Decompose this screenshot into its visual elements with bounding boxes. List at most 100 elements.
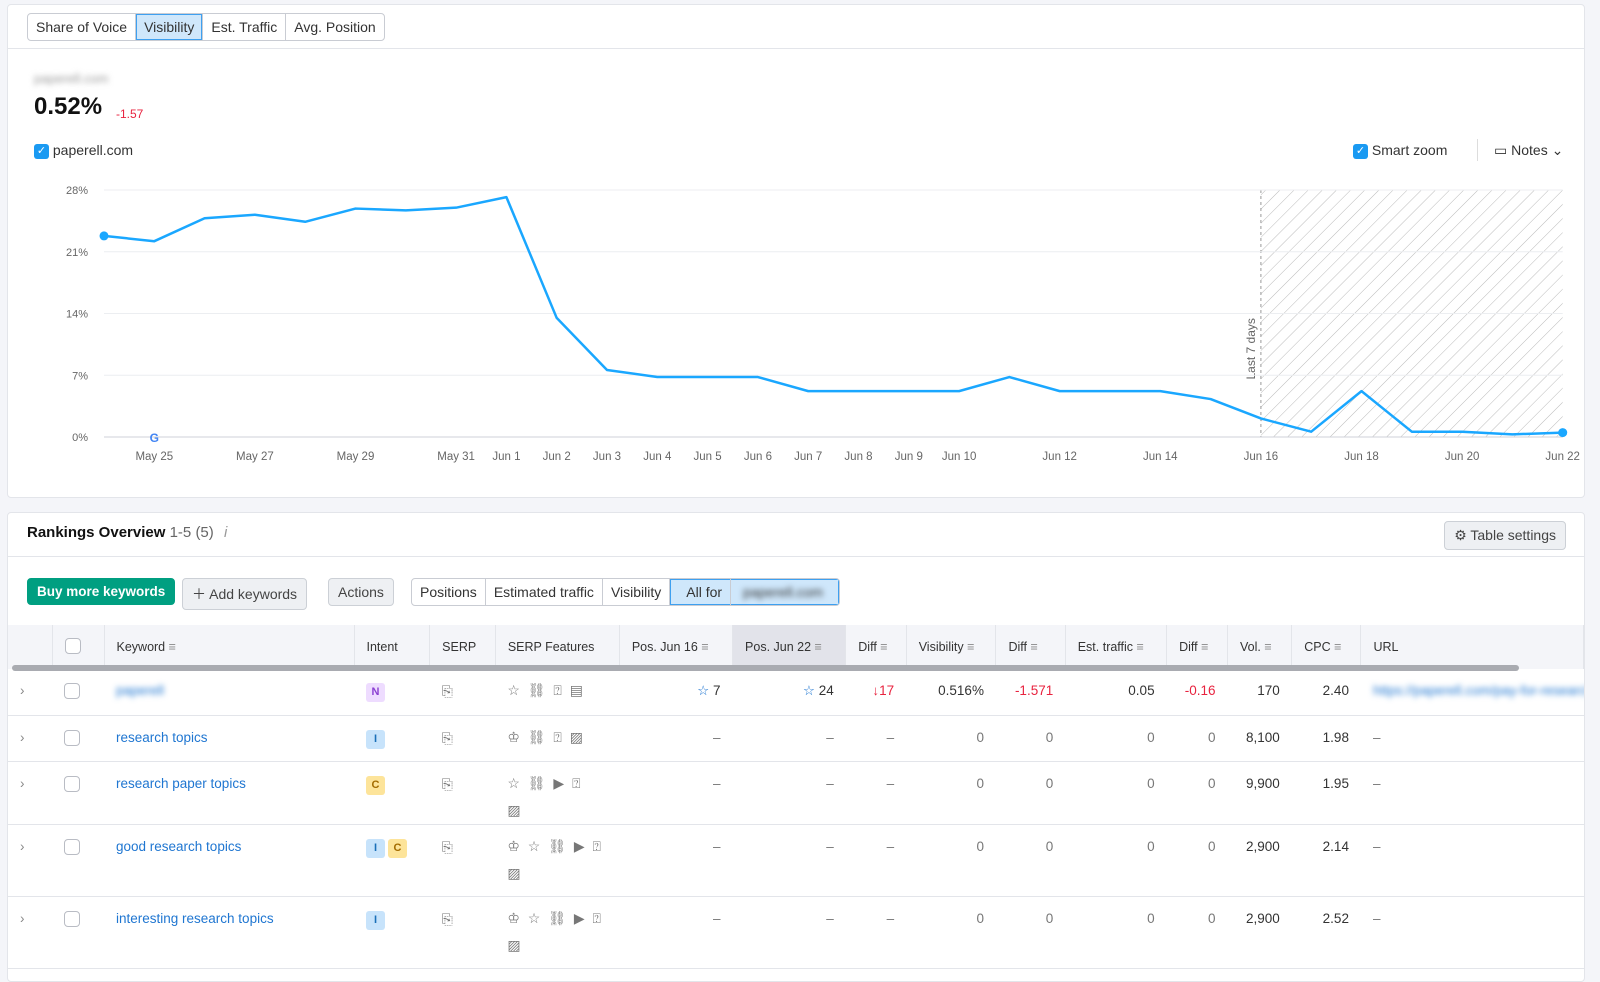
select-all-checkbox[interactable] xyxy=(64,637,81,654)
add-keywords-button[interactable]: ＋ Add keywords xyxy=(182,578,308,610)
row-checkbox[interactable] xyxy=(64,683,80,699)
row-checkbox-cell xyxy=(52,896,104,969)
rankings-card: Rankings Overview 1-5 (5) i ⚙ Table sett… xyxy=(7,512,1585,982)
serp-preview-icon[interactable]: ⎘ xyxy=(441,775,453,792)
info-icon[interactable]: i xyxy=(223,524,228,541)
sort-icon[interactable]: ≡ xyxy=(168,640,176,654)
tab-share-of-voice[interactable]: Share of Voice xyxy=(28,14,137,40)
serp-features-icons: ♔ ☆ ⛓ ▶ ⍰ ▨ xyxy=(507,837,603,881)
row-checkbox[interactable] xyxy=(64,729,80,746)
x-tick-label: Jun 6 xyxy=(744,451,772,463)
column-header[interactable]: Vol. ≡ xyxy=(1227,625,1293,669)
tab-all-for[interactable]: All for paperell.com xyxy=(670,579,840,605)
pos-jun16: – xyxy=(713,729,721,745)
checkbox-checked-icon[interactable]: ✓ xyxy=(34,143,49,159)
visibility-diff: -1.571 xyxy=(995,669,1066,716)
column-header[interactable]: Keyword ≡ xyxy=(104,625,355,669)
sort-icon[interactable]: ≡ xyxy=(1264,640,1272,654)
pos-jun22-cell: – xyxy=(732,761,846,825)
y-tick-label: 28% xyxy=(66,185,88,197)
column-header[interactable]: Visibility ≡ xyxy=(906,625,997,669)
y-tick-label: 21% xyxy=(66,247,88,259)
sort-icon[interactable]: ≡ xyxy=(1030,640,1038,654)
legend-item[interactable]: ✓ paperell.com xyxy=(34,142,133,159)
column-header[interactable]: Diff ≡ xyxy=(995,625,1066,669)
visibility-diff: 0 xyxy=(995,896,1066,969)
expand-icon[interactable]: › xyxy=(8,896,52,969)
column-header[interactable]: SERP xyxy=(429,625,496,669)
column-header[interactable]: Pos. Jun 16 ≡ xyxy=(619,625,734,669)
table-row: › research topics I ⎘ ♔ ⛓ ⍰ ▨ – – – 0 0 … xyxy=(8,715,1584,762)
serp-preview-icon[interactable]: ⎘ xyxy=(441,729,453,746)
column-header[interactable]: Diff ≡ xyxy=(1166,625,1228,669)
est-traffic: 0.05 xyxy=(1065,669,1167,716)
serp-features-icons: ☆ ⛓ ⍰ ▤ xyxy=(507,682,585,698)
column-header[interactable]: CPC ≡ xyxy=(1291,625,1362,669)
serp-preview-icon[interactable]: ⎘ xyxy=(441,838,453,855)
sort-icon[interactable]: ≡ xyxy=(880,640,888,654)
divider xyxy=(8,556,1584,557)
serp-preview-icon[interactable]: ⎘ xyxy=(441,910,453,927)
column-header[interactable]: Diff ≡ xyxy=(845,625,907,669)
pos-diff: – xyxy=(845,761,907,825)
row-checkbox[interactable] xyxy=(64,910,80,927)
horizontal-scrollbar[interactable] xyxy=(12,665,1519,671)
x-tick-label: Jun 5 xyxy=(694,451,722,463)
sort-icon[interactable]: ≡ xyxy=(701,640,709,654)
column-header[interactable]: SERP Features xyxy=(495,625,620,669)
column-header[interactable]: URL xyxy=(1360,625,1584,669)
expand-icon[interactable]: › xyxy=(8,824,52,897)
visibility-diff: 0 xyxy=(995,715,1066,762)
tab-avg-position[interactable]: Avg. Position xyxy=(294,19,376,35)
traffic-diff: 0 xyxy=(1166,715,1228,762)
column-header[interactable]: Pos. Jun 22 ≡ xyxy=(732,625,847,669)
expand-icon[interactable]: › xyxy=(8,715,52,762)
keyword-link[interactable]: research topics xyxy=(116,729,208,745)
table-settings-button[interactable]: ⚙ Table settings xyxy=(1444,521,1566,550)
sort-icon[interactable]: ≡ xyxy=(814,640,822,654)
visibility-diff: 0 xyxy=(995,824,1066,897)
intent-badge: N xyxy=(366,683,385,702)
x-tick-label: Jun 22 xyxy=(1545,451,1580,463)
column-label: Pos. Jun 16 xyxy=(631,640,698,654)
intent-cell: I xyxy=(354,715,430,762)
buy-more-keywords-button[interactable]: Buy more keywords xyxy=(27,578,176,605)
sort-icon[interactable]: ≡ xyxy=(1201,640,1209,654)
row-checkbox[interactable] xyxy=(64,838,80,855)
url-link: – xyxy=(1372,775,1381,791)
visibility: 0 xyxy=(906,761,996,825)
column-header[interactable]: Intent xyxy=(354,625,431,669)
notes-dropdown[interactable]: ▭ Notes ⌄ xyxy=(1494,142,1563,159)
tab-estimated-traffic[interactable]: Estimated traffic xyxy=(486,579,603,605)
data-point xyxy=(1558,428,1568,438)
keyword-link[interactable]: good research topics xyxy=(116,838,242,854)
keyword-link[interactable]: research paper topics xyxy=(116,775,246,791)
column-header[interactable]: Est. traffic ≡ xyxy=(1065,625,1168,669)
smart-zoom-toggle[interactable]: ✓ Smart zoom xyxy=(1353,142,1447,159)
traffic-diff: -0.16 xyxy=(1166,669,1228,716)
table-row: › research paper topics C ⎘ ☆ ⛓ ▶ ⍰ ▨ – … xyxy=(8,761,1584,825)
cpc: 2.52 xyxy=(1291,896,1361,969)
x-tick-label: Jun 10 xyxy=(942,451,977,463)
url-link[interactable]: https://paperell.com/pay-for-research xyxy=(1372,683,1584,698)
x-tick-label: Jun 18 xyxy=(1344,451,1379,463)
sort-icon[interactable]: ≡ xyxy=(1136,640,1144,654)
keyword-link[interactable]: interesting research topics xyxy=(116,910,274,926)
notes-label: Notes xyxy=(1511,142,1548,158)
tab-positions[interactable]: Positions xyxy=(412,579,486,605)
rankings-count: (5) xyxy=(195,524,214,541)
pos-jun16: 7 xyxy=(713,683,721,698)
sort-icon[interactable]: ≡ xyxy=(967,640,975,654)
expand-icon[interactable]: › xyxy=(8,761,52,825)
keyword-link[interactable]: paperell xyxy=(116,683,165,698)
serp-preview-icon[interactable]: ⎘ xyxy=(441,683,453,699)
tab-est-traffic[interactable]: Est. Traffic xyxy=(203,14,287,40)
checkbox-checked-icon[interactable]: ✓ xyxy=(1353,143,1368,159)
sort-icon[interactable]: ≡ xyxy=(1334,640,1342,654)
volume: 2,900 xyxy=(1227,896,1292,969)
tab-visibility[interactable]: Visibility xyxy=(603,579,671,605)
expand-icon[interactable]: › xyxy=(8,669,52,716)
actions-button[interactable]: Actions xyxy=(328,578,394,606)
row-checkbox[interactable] xyxy=(64,775,80,792)
tab-visibility[interactable]: Visibility xyxy=(136,14,204,40)
